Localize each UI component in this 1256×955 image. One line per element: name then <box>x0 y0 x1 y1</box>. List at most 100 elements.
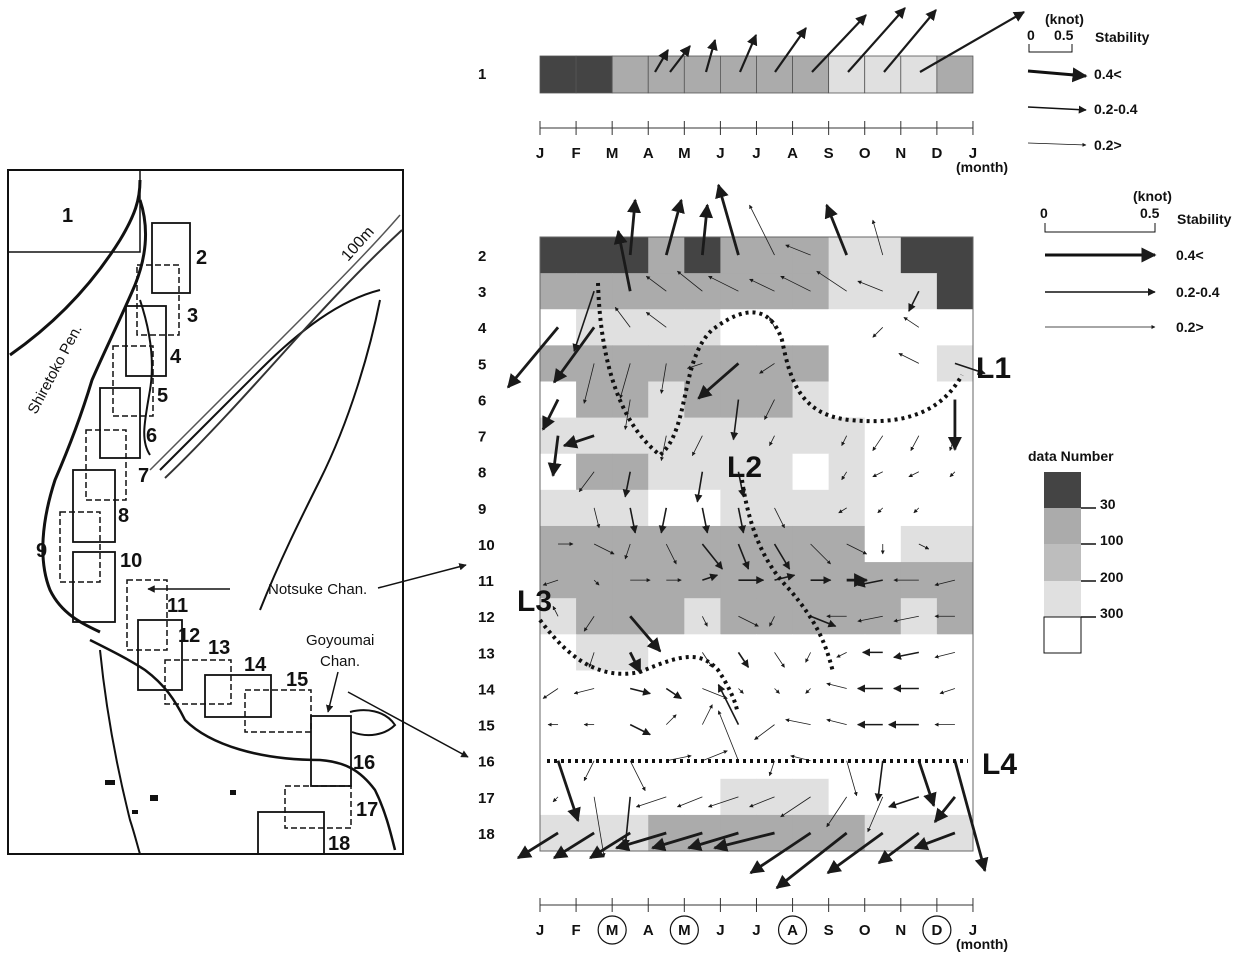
main-cell <box>900 453 938 491</box>
current-arrow <box>780 796 811 818</box>
main-cell <box>720 309 757 346</box>
current-arrow <box>593 543 615 555</box>
map-frame <box>7 169 404 855</box>
main-cell <box>792 237 830 274</box>
map-region-18 <box>257 811 325 855</box>
current-arrow <box>768 760 775 777</box>
current-arrow <box>836 652 847 658</box>
current-arrow <box>660 435 667 462</box>
current-arrow <box>717 710 739 761</box>
data-number-value-4: 300 <box>1100 605 1124 621</box>
main-cell <box>792 345 830 382</box>
main-cell <box>900 634 938 671</box>
current-arrow <box>824 203 848 256</box>
row-label-7: 7 <box>478 429 486 446</box>
top-legend-scale-left: 0 <box>1027 27 1035 43</box>
current-arrow <box>949 471 956 478</box>
top-legend-scale-bar <box>1028 44 1073 53</box>
month-tick-label: A <box>787 922 798 939</box>
main-cell <box>576 237 613 274</box>
data-number-legend: data Number 30 100 200 300 <box>1028 448 1124 654</box>
main-cell <box>648 598 685 635</box>
row-label-8: 8 <box>478 465 486 482</box>
current-arrow <box>506 326 560 389</box>
top-cell-11 <box>936 55 974 94</box>
top-legend-strong-arrow <box>1027 67 1088 83</box>
main-cell <box>648 237 685 274</box>
main-cell <box>756 273 794 310</box>
current-arrow <box>645 275 667 292</box>
current-arrow <box>775 831 848 890</box>
data-number-title: data Number <box>1028 448 1114 464</box>
top-cell-5 <box>720 55 757 94</box>
data-number-swatch-5 <box>1043 616 1082 654</box>
current-arrow <box>552 796 559 803</box>
main-legend-class-3: 0.2> <box>1176 319 1204 335</box>
row-label-12: 12 <box>478 609 495 626</box>
top-current-arrow <box>654 49 669 73</box>
main-legend-class-2: 0.2-0.4 <box>1176 284 1220 300</box>
row-label-16: 16 <box>478 754 495 771</box>
main-cell <box>756 778 794 816</box>
current-arrow <box>846 543 868 555</box>
main-legend-class-1: 0.4< <box>1176 247 1204 263</box>
top-legend-unit: (knot) <box>1045 11 1084 27</box>
current-arrow <box>614 306 631 328</box>
line-label-l2: L2 <box>727 451 762 484</box>
map-label-7: 7 <box>138 465 149 487</box>
current-arrow <box>651 831 703 852</box>
map-label-2: 2 <box>196 247 207 269</box>
main-cell <box>720 417 757 455</box>
circled-month-marker <box>597 915 627 945</box>
current-arrow <box>754 724 775 740</box>
main-cell <box>720 706 757 744</box>
map-label-18: 18 <box>328 833 350 855</box>
current-arrow <box>699 203 714 256</box>
month-tick-label: J <box>752 922 760 939</box>
current-arrow <box>578 471 595 493</box>
month-tick-label: A <box>643 922 654 939</box>
current-arrow <box>738 688 744 694</box>
current-arrow <box>629 723 651 736</box>
map-label-17: 17 <box>356 799 378 821</box>
main-cell <box>936 489 974 527</box>
island-outline <box>349 709 397 737</box>
current-arrow <box>665 714 677 725</box>
current-arrow <box>702 573 719 582</box>
main-cell <box>540 237 577 274</box>
main-cell <box>612 309 649 346</box>
current-arrow <box>665 687 682 700</box>
current-arrow <box>556 760 581 823</box>
current-arrow <box>645 311 667 328</box>
top-current-arrow <box>669 45 691 73</box>
current-arrow <box>622 471 631 498</box>
current-arrow <box>933 795 957 823</box>
current-arrow <box>552 605 559 617</box>
current-arrow <box>953 760 989 873</box>
map-region-17 <box>284 785 352 829</box>
main-cell <box>864 453 902 491</box>
month-tick-label: F <box>571 922 580 939</box>
main-cell <box>540 273 577 310</box>
current-arrow <box>939 688 956 695</box>
main-cell <box>936 237 974 274</box>
main-cell <box>828 381 866 419</box>
main-legend-scale-right: 0.5 <box>1140 205 1160 221</box>
main-cell <box>900 381 938 419</box>
row-label-4: 4 <box>478 320 487 337</box>
main-cell <box>900 309 938 346</box>
line-label-l3: L3 <box>517 585 552 618</box>
main-cell <box>936 562 974 599</box>
month-tick-label: S <box>824 145 834 162</box>
month-tick-label: M <box>678 145 691 162</box>
current-arrow <box>805 652 811 663</box>
current-arrow <box>826 682 847 689</box>
top-cells <box>539 55 974 94</box>
current-arrow <box>717 683 740 725</box>
main-row-labels: 2 3 4 5 6 7 8 9 10 11 12 13 14 15 16 17 18 <box>478 248 495 843</box>
main-cell <box>648 381 685 419</box>
main-cell <box>756 237 794 274</box>
current-arrow <box>903 316 920 328</box>
